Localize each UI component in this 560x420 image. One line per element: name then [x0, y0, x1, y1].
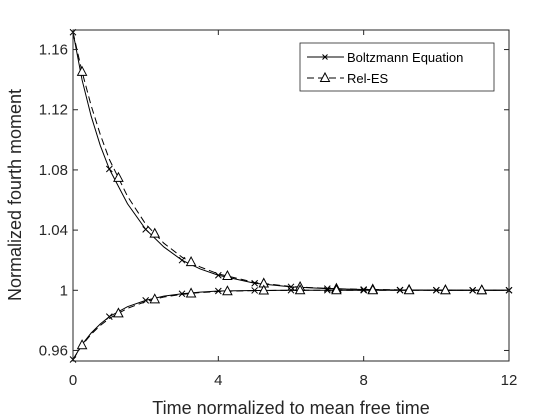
legend-label-boltzmann: Boltzmann Equation — [347, 50, 463, 65]
y-tick-label: 1.16 — [39, 42, 68, 59]
y-tick-label: 0.96 — [39, 342, 68, 359]
y-tick-label: 1.08 — [39, 162, 68, 179]
data-point-triangle-marker — [149, 227, 161, 238]
legend-x-marker-icon — [322, 54, 328, 60]
data-point-triangle-marker — [76, 339, 88, 350]
x-axis-title: Time normalized to mean free time — [152, 398, 429, 418]
data-point-triangle-marker — [113, 307, 124, 318]
y-tick-label: 1.04 — [39, 222, 68, 239]
legend: Boltzmann Equation Rel-ES — [299, 42, 495, 92]
x-tick-label: 4 — [214, 372, 222, 389]
data-point-triangle-marker — [294, 284, 306, 295]
data-point-x-marker — [142, 225, 150, 233]
data-point-x-marker — [251, 279, 259, 287]
data-point-x-marker — [287, 286, 295, 294]
data-point-x-marker — [214, 271, 222, 279]
legend-item-boltzmann: Boltzmann Equation — [307, 50, 463, 65]
y-tick-label: 1.12 — [39, 102, 68, 119]
data-point-triangle-marker — [185, 287, 197, 298]
data-point-triangle-marker — [258, 284, 270, 295]
data-point-x-marker — [178, 290, 186, 298]
data-point-x-marker — [105, 313, 113, 320]
data-point-x-marker — [251, 287, 259, 294]
data-point-triangle-marker — [222, 269, 233, 281]
legend-box — [299, 42, 495, 92]
data-point-x-marker — [105, 165, 113, 173]
data-point-triangle-marker — [222, 285, 233, 296]
y-tick-label: 1 — [60, 282, 68, 299]
data-point-triangle-marker — [185, 256, 197, 267]
data-point-triangle-marker — [403, 284, 415, 295]
axes-layer: 0 4 8 12 0.96 1 1.04 1.08 1.12 1.16 — [39, 29, 518, 389]
data-point-triangle-marker — [76, 65, 88, 76]
series-layer — [69, 28, 513, 363]
axes-frame — [72, 29, 510, 362]
data-point-triangle-marker — [476, 284, 488, 295]
legend-item-rel-es: Rel-ES — [307, 71, 389, 86]
y-axis-title: Normalized fourth moment — [5, 89, 25, 301]
legend-triangle-marker-icon — [319, 71, 331, 82]
x-tick-label: 12 — [501, 372, 518, 389]
data-point-triangle-marker — [440, 284, 451, 295]
series-rel-es — [72, 32, 509, 360]
series-line-upper — [72, 32, 509, 291]
legend-label-rel-es: Rel-ES — [347, 71, 389, 86]
x-tick-label: 8 — [359, 372, 367, 389]
x-tick-label: 0 — [69, 372, 77, 389]
data-point-triangle-marker — [331, 284, 342, 295]
data-point-triangle-marker — [113, 171, 124, 182]
data-point-triangle-marker — [149, 293, 161, 304]
data-point-triangle-marker — [367, 284, 379, 295]
